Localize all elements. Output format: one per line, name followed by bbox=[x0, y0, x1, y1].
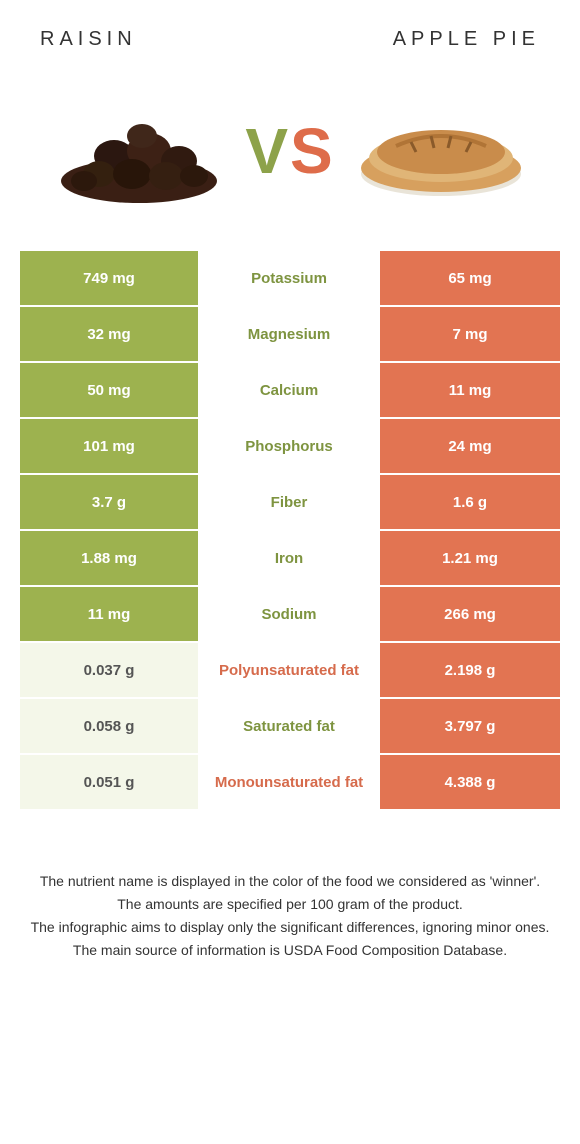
right-value: 11 mg bbox=[380, 363, 560, 417]
left-value: 749 mg bbox=[20, 251, 200, 305]
left-value: 3.7 g bbox=[20, 475, 200, 529]
right-value: 65 mg bbox=[380, 251, 560, 305]
left-value: 0.037 g bbox=[20, 643, 200, 697]
left-value: 101 mg bbox=[20, 419, 200, 473]
vs-row: VS bbox=[0, 61, 580, 251]
nutrient-label: Phosphorus bbox=[200, 419, 380, 473]
nutrient-label: Fiber bbox=[200, 475, 380, 529]
nutrient-label: Saturated fat bbox=[200, 699, 380, 753]
left-value: 32 mg bbox=[20, 307, 200, 361]
vs-s: S bbox=[290, 115, 335, 187]
table-row: 0.051 gMonounsaturated fat4.388 g bbox=[20, 755, 560, 811]
right-value: 1.6 g bbox=[380, 475, 560, 529]
table-row: 1.88 mgIron1.21 mg bbox=[20, 531, 560, 587]
table-row: 0.037 gPolyunsaturated fat2.198 g bbox=[20, 643, 560, 699]
nutrient-table: 749 mgPotassium65 mg32 mgMagnesium7 mg50… bbox=[20, 251, 560, 811]
table-row: 749 mgPotassium65 mg bbox=[20, 251, 560, 307]
table-row: 101 mgPhosphorus24 mg bbox=[20, 419, 560, 475]
footer-note-line: The infographic aims to display only the… bbox=[30, 917, 550, 938]
footer-note-line: The nutrient name is displayed in the co… bbox=[30, 871, 550, 892]
table-row: 3.7 gFiber1.6 g bbox=[20, 475, 560, 531]
nutrient-label: Sodium bbox=[200, 587, 380, 641]
right-value: 3.797 g bbox=[380, 699, 560, 753]
left-value: 1.88 mg bbox=[20, 531, 200, 585]
footer-note-line: The amounts are specified per 100 gram o… bbox=[30, 894, 550, 915]
raisin-image bbox=[49, 91, 229, 211]
table-row: 0.058 gSaturated fat3.797 g bbox=[20, 699, 560, 755]
vs-v: V bbox=[245, 115, 290, 187]
nutrient-label: Iron bbox=[200, 531, 380, 585]
footer-notes: The nutrient name is displayed in the co… bbox=[30, 871, 550, 961]
right-value: 24 mg bbox=[380, 419, 560, 473]
nutrient-label: Potassium bbox=[200, 251, 380, 305]
right-value: 7 mg bbox=[380, 307, 560, 361]
table-row: 32 mgMagnesium7 mg bbox=[20, 307, 560, 363]
right-value: 4.388 g bbox=[380, 755, 560, 809]
right-value: 266 mg bbox=[380, 587, 560, 641]
nutrient-label: Monounsaturated fat bbox=[200, 755, 380, 809]
table-row: 50 mgCalcium11 mg bbox=[20, 363, 560, 419]
left-value: 50 mg bbox=[20, 363, 200, 417]
right-food-title: Apple Pie bbox=[393, 28, 540, 51]
right-value: 2.198 g bbox=[380, 643, 560, 697]
apple-pie-image bbox=[351, 91, 531, 211]
left-food-title: Raisin bbox=[40, 28, 137, 51]
table-row: 11 mgSodium266 mg bbox=[20, 587, 560, 643]
footer-note-line: The main source of information is USDA F… bbox=[30, 940, 550, 961]
left-value: 11 mg bbox=[20, 587, 200, 641]
header: Raisin Apple Pie bbox=[0, 0, 580, 61]
nutrient-label: Polyunsaturated fat bbox=[200, 643, 380, 697]
vs-label: VS bbox=[245, 114, 334, 188]
left-value: 0.051 g bbox=[20, 755, 200, 809]
nutrient-label: Magnesium bbox=[200, 307, 380, 361]
right-value: 1.21 mg bbox=[380, 531, 560, 585]
left-value: 0.058 g bbox=[20, 699, 200, 753]
nutrient-label: Calcium bbox=[200, 363, 380, 417]
